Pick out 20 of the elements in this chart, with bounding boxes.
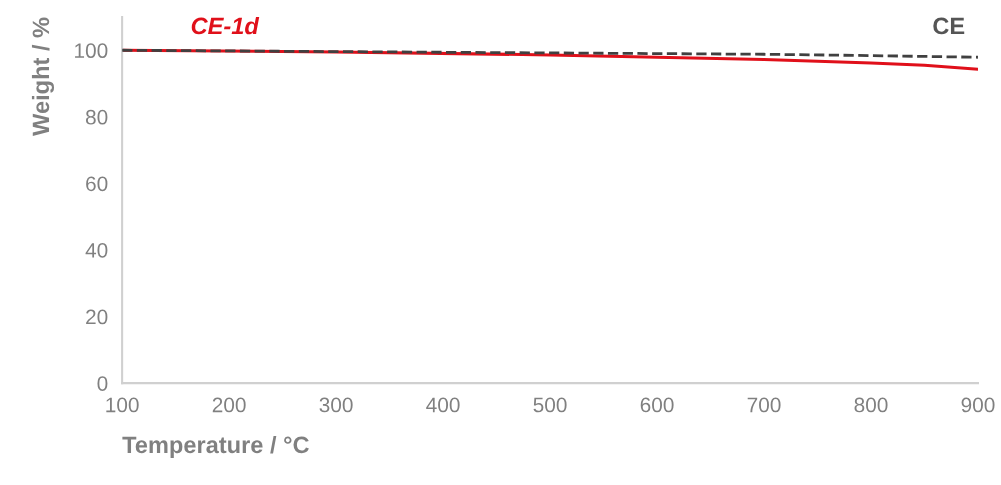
series-label: CE (933, 17, 965, 35)
x-tick-label: 300 (319, 397, 353, 413)
x-tick-label: 700 (747, 397, 781, 413)
y-tick-label: 40 (85, 243, 108, 258)
y-tick-label: 60 (86, 176, 108, 192)
x-tick-label: 200 (212, 397, 246, 413)
y-tick-label: 80 (85, 109, 108, 125)
y-tick-label: 100 (75, 43, 108, 59)
line-series (122, 48, 978, 59)
x-tick-label: 500 (533, 397, 567, 413)
x-tick-label: 900 (961, 397, 995, 413)
x-tick-label: 600 (640, 397, 674, 413)
y-tick-label: 20 (86, 309, 108, 325)
series-label: CE-1d (191, 16, 260, 35)
x-tick-label: 400 (426, 397, 460, 413)
x-tick-label: 800 (854, 397, 888, 413)
y-tick-label: 0 (97, 376, 108, 391)
x-axis-title: Temperature / °C (122, 435, 309, 458)
x-tick-label: 100 (106, 397, 139, 413)
y-axis-title: Weight / % (31, 17, 55, 136)
